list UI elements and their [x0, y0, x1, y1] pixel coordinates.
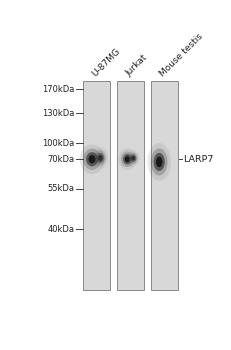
- Text: Mouse testis: Mouse testis: [158, 32, 205, 78]
- Ellipse shape: [127, 150, 140, 166]
- Ellipse shape: [79, 145, 105, 174]
- Text: U-87MG: U-87MG: [90, 47, 122, 78]
- Text: 170kDa: 170kDa: [42, 85, 75, 94]
- Text: Jurkat: Jurkat: [124, 53, 149, 78]
- Bar: [117, 81, 144, 290]
- Text: 55kDa: 55kDa: [48, 184, 75, 194]
- Ellipse shape: [88, 155, 96, 163]
- Text: 100kDa: 100kDa: [42, 139, 75, 148]
- Ellipse shape: [132, 156, 135, 160]
- Bar: [83, 81, 110, 290]
- Ellipse shape: [83, 148, 101, 170]
- Ellipse shape: [86, 152, 98, 166]
- Bar: [151, 81, 178, 290]
- Ellipse shape: [148, 143, 171, 181]
- Text: LARP7: LARP7: [183, 155, 213, 164]
- Ellipse shape: [151, 148, 167, 175]
- Text: 130kDa: 130kDa: [42, 109, 75, 118]
- Ellipse shape: [97, 153, 104, 163]
- Ellipse shape: [92, 147, 109, 169]
- Ellipse shape: [129, 152, 138, 164]
- Ellipse shape: [123, 154, 132, 164]
- Text: 70kDa: 70kDa: [47, 155, 75, 164]
- Text: 40kDa: 40kDa: [48, 225, 75, 234]
- Ellipse shape: [156, 157, 162, 167]
- Ellipse shape: [95, 150, 106, 166]
- Ellipse shape: [125, 156, 130, 162]
- Ellipse shape: [121, 152, 134, 167]
- Ellipse shape: [98, 155, 103, 161]
- Ellipse shape: [118, 148, 136, 170]
- Ellipse shape: [131, 154, 137, 162]
- Ellipse shape: [154, 153, 165, 171]
